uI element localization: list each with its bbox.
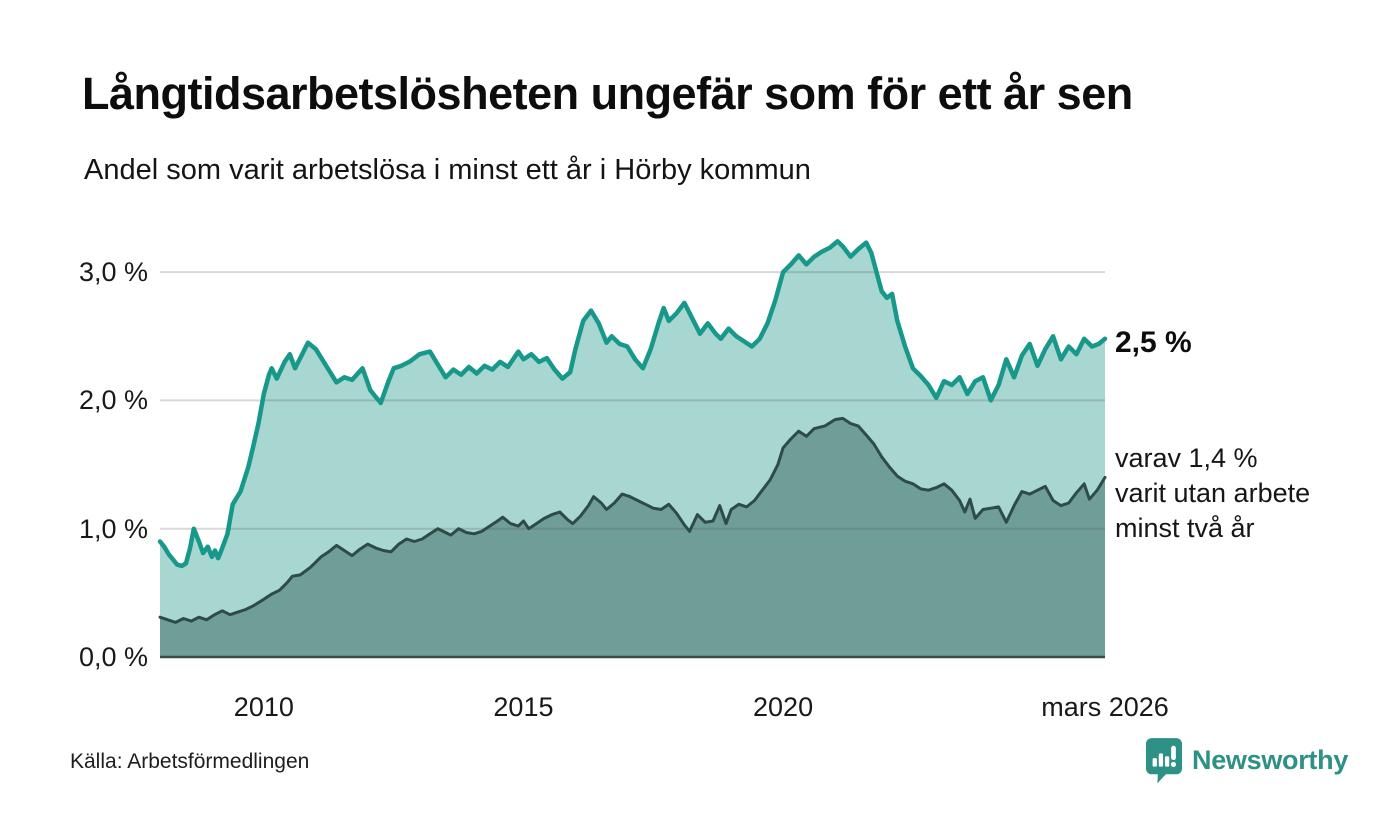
- annotation-secondary-line-2: varit utan arbete: [1115, 478, 1311, 508]
- series-line-2: [158, 416, 1107, 624]
- chart-subtitle: Andel som varit arbetslösa i minst ett å…: [84, 154, 811, 186]
- y-tick-label: 0,0 %: [78, 642, 148, 672]
- annotation-secondary-line-3: minst två år: [1115, 513, 1255, 543]
- annotation-secondary-line-1: varav 1,4 %: [1115, 443, 1258, 473]
- annotation-latest-value: 2,5 %: [1115, 326, 1192, 359]
- newsworthy-wordmark: Newsworthy: [1192, 745, 1349, 775]
- x-tick-label: mars 2026: [1041, 692, 1169, 722]
- newsworthy-pin-icon: [1145, 738, 1183, 784]
- y-tick-label: 1,0 %: [78, 513, 148, 544]
- x-tick-label: 2010: [233, 692, 294, 722]
- series-line-1: [157, 239, 1108, 569]
- y-tick-label: 2,0 %: [78, 385, 148, 416]
- annotation-secondary-value: varav 1,4 % varit utan arbete minst två …: [1115, 441, 1310, 546]
- x-tick-label: 2020: [753, 692, 814, 722]
- y-tick-label: 3,0 %: [78, 257, 148, 288]
- area-fill-series-2: [160, 418, 1105, 657]
- chart-title: Långtidsarbetslösheten ungefär som för e…: [82, 68, 1133, 119]
- x-tick-label: 2015: [493, 692, 554, 722]
- newsworthy-logo: Newsworthy: [1145, 737, 1348, 784]
- source-note: Källa: Arbetsförmedlingen: [70, 750, 310, 773]
